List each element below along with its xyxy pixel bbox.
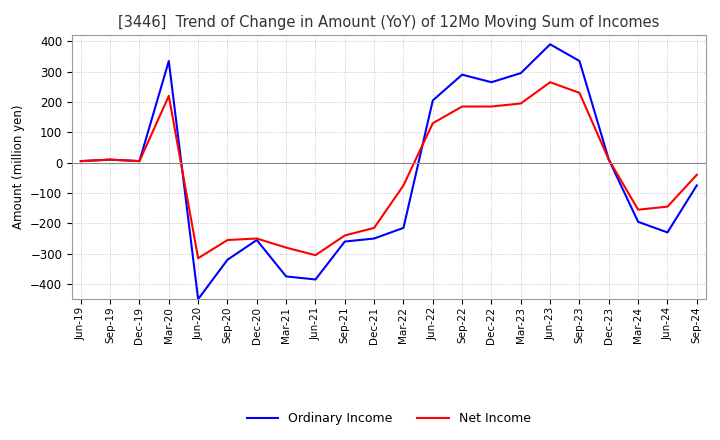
Ordinary Income <box>605 157 613 162</box>
Net Income <box>223 238 232 243</box>
Ordinary Income <box>194 297 202 302</box>
Ordinary Income <box>223 257 232 262</box>
Net Income <box>634 207 642 213</box>
Net Income <box>106 157 114 162</box>
Net Income <box>575 90 584 95</box>
Net Income <box>487 104 496 109</box>
Title: [3446]  Trend of Change in Amount (YoY) of 12Mo Moving Sum of Incomes: [3446] Trend of Change in Amount (YoY) o… <box>118 15 660 30</box>
Ordinary Income <box>399 225 408 231</box>
Net Income <box>135 158 144 164</box>
Net Income <box>164 93 173 99</box>
Net Income <box>76 158 85 164</box>
Net Income <box>428 121 437 126</box>
Ordinary Income <box>164 59 173 64</box>
Legend: Ordinary Income, Net Income: Ordinary Income, Net Income <box>242 407 536 430</box>
Net Income <box>341 233 349 238</box>
Ordinary Income <box>341 239 349 244</box>
Net Income <box>370 225 379 231</box>
Ordinary Income <box>663 230 672 235</box>
Ordinary Income <box>487 80 496 85</box>
Ordinary Income <box>516 70 525 76</box>
Net Income <box>282 245 290 250</box>
Net Income <box>546 80 554 85</box>
Ordinary Income <box>634 219 642 224</box>
Ordinary Income <box>546 42 554 47</box>
Net Income <box>693 172 701 177</box>
Ordinary Income <box>76 158 85 164</box>
Net Income <box>399 183 408 188</box>
Ordinary Income <box>458 72 467 77</box>
Net Income <box>194 256 202 261</box>
Ordinary Income <box>311 277 320 282</box>
Line: Net Income: Net Income <box>81 82 697 258</box>
Line: Ordinary Income: Ordinary Income <box>81 44 697 299</box>
Ordinary Income <box>282 274 290 279</box>
Net Income <box>253 236 261 241</box>
Net Income <box>458 104 467 109</box>
Ordinary Income <box>106 157 114 162</box>
Ordinary Income <box>135 158 144 164</box>
Net Income <box>311 253 320 258</box>
Net Income <box>605 157 613 162</box>
Net Income <box>663 204 672 209</box>
Ordinary Income <box>370 236 379 241</box>
Ordinary Income <box>428 98 437 103</box>
Ordinary Income <box>253 238 261 243</box>
Y-axis label: Amount (million yen): Amount (million yen) <box>12 105 24 229</box>
Ordinary Income <box>575 59 584 64</box>
Ordinary Income <box>693 183 701 188</box>
Net Income <box>516 101 525 106</box>
